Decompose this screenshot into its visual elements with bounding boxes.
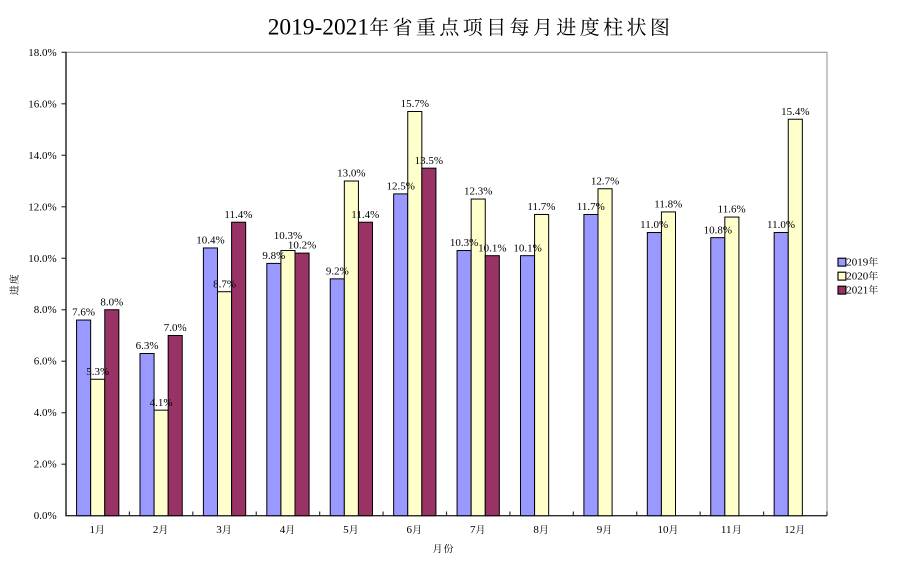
svg-text:9.2%: 9.2% [326, 265, 349, 277]
svg-text:16.0%: 16.0% [28, 98, 56, 110]
svg-text:5: 5 [343, 524, 349, 536]
svg-text:14.0%: 14.0% [28, 150, 56, 162]
svg-text:4.1%: 4.1% [150, 397, 173, 409]
svg-text:2.0%: 2.0% [34, 459, 57, 471]
svg-text:8.7%: 8.7% [213, 278, 236, 290]
svg-text:9: 9 [597, 524, 603, 536]
svg-text:11.4%: 11.4% [351, 209, 379, 221]
svg-text:11.0%: 11.0% [767, 219, 795, 231]
svg-text:2019: 2019 [846, 257, 869, 269]
svg-text:0.0%: 0.0% [34, 510, 57, 522]
svg-text:10.1%: 10.1% [478, 242, 506, 254]
svg-text:8.0%: 8.0% [34, 304, 57, 316]
svg-text:15.7%: 15.7% [401, 98, 429, 110]
svg-text:6.3%: 6.3% [136, 340, 159, 352]
svg-text:6: 6 [407, 524, 413, 536]
svg-text:4.0%: 4.0% [34, 407, 57, 419]
svg-text:10.2%: 10.2% [288, 240, 316, 252]
svg-text:11.4%: 11.4% [224, 209, 252, 221]
svg-text:4: 4 [280, 524, 286, 536]
svg-text:12.7%: 12.7% [591, 175, 619, 187]
svg-text:11.6%: 11.6% [718, 204, 746, 216]
svg-text:12.3%: 12.3% [464, 186, 492, 198]
svg-text:6.0%: 6.0% [34, 356, 57, 368]
svg-text:10.3%: 10.3% [274, 230, 302, 242]
svg-text:10.0%: 10.0% [28, 253, 56, 265]
svg-text:11: 11 [721, 524, 732, 536]
svg-text:11.7%: 11.7% [577, 201, 605, 213]
svg-text:2: 2 [153, 524, 159, 536]
svg-text:13.5%: 13.5% [415, 155, 443, 167]
svg-text:2019-2021: 2019-2021 [268, 14, 369, 40]
svg-text:5.3%: 5.3% [86, 366, 109, 378]
svg-text:10.8%: 10.8% [704, 224, 732, 236]
svg-text:10.4%: 10.4% [196, 235, 224, 247]
svg-text:11.7%: 11.7% [527, 201, 555, 213]
svg-text:7: 7 [470, 524, 476, 536]
svg-text:11.0%: 11.0% [640, 219, 668, 231]
svg-text:8: 8 [533, 524, 539, 536]
svg-text:10: 10 [657, 524, 669, 536]
svg-text:10.1%: 10.1% [513, 242, 541, 254]
svg-text:12.0%: 12.0% [28, 201, 56, 213]
svg-text:2021: 2021 [846, 285, 868, 297]
svg-text:12: 12 [784, 524, 795, 536]
svg-text:12.5%: 12.5% [386, 180, 414, 192]
svg-text:13.0%: 13.0% [337, 168, 365, 180]
svg-text:15.4%: 15.4% [781, 106, 809, 118]
svg-text:3: 3 [216, 524, 222, 536]
svg-text:7.0%: 7.0% [164, 322, 187, 334]
svg-text:10.3%: 10.3% [450, 237, 478, 249]
svg-text:18.0%: 18.0% [28, 47, 56, 59]
svg-text:9.8%: 9.8% [262, 250, 285, 262]
svg-text:7.6%: 7.6% [72, 307, 95, 319]
svg-text:2020: 2020 [846, 271, 869, 283]
svg-text:11.8%: 11.8% [654, 199, 682, 211]
svg-text:1: 1 [89, 524, 95, 536]
svg-text:8.0%: 8.0% [100, 296, 123, 308]
